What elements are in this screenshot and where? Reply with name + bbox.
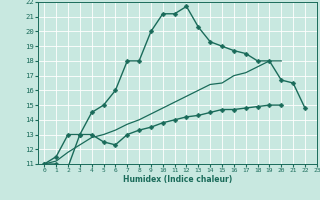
- X-axis label: Humidex (Indice chaleur): Humidex (Indice chaleur): [123, 175, 232, 184]
